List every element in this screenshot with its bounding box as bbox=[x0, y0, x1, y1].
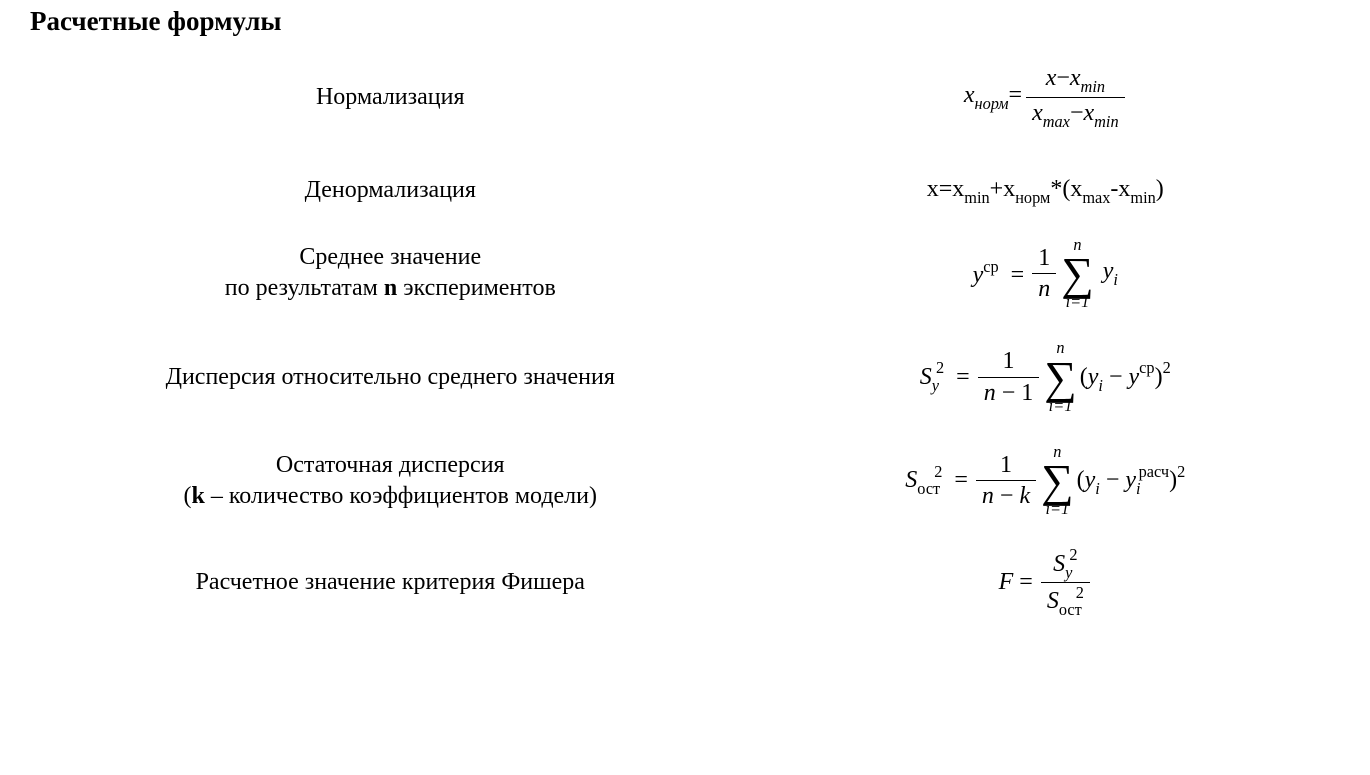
formula-row-denormalization: Денормализация x=xmin+xнорм*(xmax-xmin) bbox=[30, 175, 1340, 206]
formula-row-normalization: Нормализация xнорм= x−xmin xmax−xmin bbox=[30, 65, 1340, 129]
sum-symbol: n ∑ i=1 bbox=[1041, 444, 1074, 518]
formula-normalization: xнорм= x−xmin xmax−xmin bbox=[751, 65, 1341, 129]
sum-symbol: n ∑ i=1 bbox=[1061, 237, 1094, 311]
fraction-one-over-n-1: 1 n − 1 bbox=[978, 348, 1040, 406]
formula-variance: Sy2 = 1 n − 1 n ∑ i=1 (yi − yср)2 bbox=[751, 340, 1341, 414]
fraction-one-over-n: 1 n bbox=[1032, 245, 1056, 303]
label-mean: Среднее значение по результатам n экспер… bbox=[30, 242, 751, 304]
formula-fisher: F = Sy2 Sост2 bbox=[751, 548, 1341, 618]
fraction-normalization: x−xmin xmax−xmin bbox=[1026, 65, 1125, 129]
page-title: Расчетные формулы bbox=[30, 6, 1340, 37]
formula-mean: yср = 1 n n ∑ i=1 yi bbox=[751, 237, 1341, 311]
formula-residual-variance: Sост2 = 1 n − k n ∑ i=1 (yi − yiрасч)2 bbox=[751, 444, 1341, 518]
sub-norm: норм bbox=[975, 94, 1009, 113]
label-variance: Дисперсия относительно среднего значения bbox=[30, 362, 751, 393]
label-fisher: Расчетное значение критерия Фишера bbox=[30, 567, 751, 598]
label-residual-variance: Остаточная дисперсия (k – количество коэ… bbox=[30, 450, 751, 512]
formula-row-residual-variance: Остаточная дисперсия (k – количество коэ… bbox=[30, 444, 1340, 518]
label-normalization: Нормализация bbox=[30, 82, 751, 113]
page: Расчетные формулы Нормализация xнорм= x−… bbox=[0, 0, 1370, 648]
formula-row-variance: Дисперсия относительно среднего значения… bbox=[30, 340, 1340, 414]
var-x: x bbox=[964, 82, 975, 108]
eq: = bbox=[1009, 82, 1023, 108]
label-denormalization: Денормализация bbox=[30, 175, 751, 206]
fraction-fisher: Sy2 Sост2 bbox=[1041, 548, 1090, 618]
formula-row-fisher: Расчетное значение критерия Фишера F = S… bbox=[30, 548, 1340, 618]
fraction-one-over-n-k: 1 n − k bbox=[976, 452, 1036, 510]
formula-denormalization: x=xmin+xнорм*(xmax-xmin) bbox=[751, 176, 1341, 207]
sum-symbol: n ∑ i=1 bbox=[1044, 340, 1077, 414]
formula-row-mean: Среднее значение по результатам n экспер… bbox=[30, 237, 1340, 311]
